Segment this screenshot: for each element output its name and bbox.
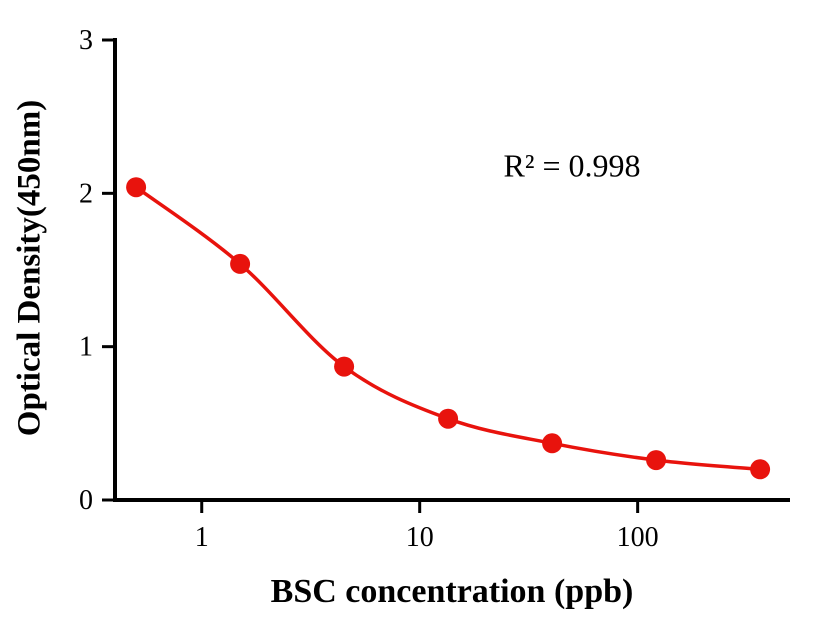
x-axis-label: BSC concentration (ppb)	[270, 573, 634, 610]
x-tick-label: 10	[406, 522, 434, 553]
x-tick-label: 1	[195, 522, 209, 553]
x-tick-label: 100	[617, 522, 659, 553]
data-point	[750, 459, 771, 480]
data-point	[438, 408, 459, 429]
y-tick-label: 3	[79, 25, 93, 56]
y-axis-label: Optical Density(450nm)	[11, 99, 48, 437]
data-point	[334, 356, 355, 377]
y-tick-label: 1	[79, 332, 93, 363]
data-point	[126, 177, 147, 198]
data-point	[646, 450, 667, 471]
data-point	[542, 433, 563, 454]
y-tick-label: 2	[79, 178, 93, 209]
r-squared-annotation: R² = 0.998	[503, 147, 641, 184]
y-tick-label: 0	[79, 485, 93, 516]
data-point	[230, 253, 251, 274]
